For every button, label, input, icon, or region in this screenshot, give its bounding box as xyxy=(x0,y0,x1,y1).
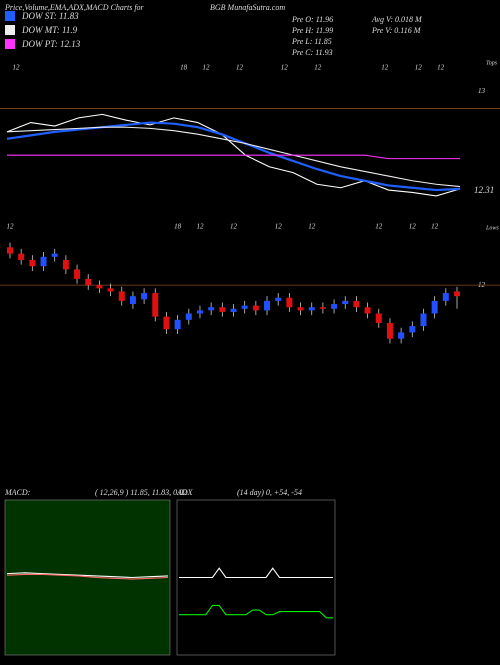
panel-subtitle: ( 12,26,9 ) 11.85, 11.83, 0.02 xyxy=(95,488,187,497)
candle-body xyxy=(252,305,259,311)
candle-body xyxy=(297,307,304,311)
candle-body xyxy=(241,305,248,309)
x-tick-label: 12 xyxy=(196,223,204,231)
candle-body xyxy=(442,293,449,301)
info-text: Pre H: 11.99 xyxy=(291,26,333,35)
candle-body xyxy=(420,313,427,327)
candle-body xyxy=(431,300,438,314)
legend-swatch xyxy=(5,25,15,35)
candle-body xyxy=(409,326,416,333)
candle-body xyxy=(163,316,170,330)
candle-body xyxy=(107,288,114,292)
x-tick-label: 12 xyxy=(236,64,244,72)
candle-body xyxy=(118,291,125,301)
x-tick-label: 12 xyxy=(431,223,439,231)
series-line xyxy=(6,572,169,579)
candle-body xyxy=(40,256,47,267)
legend-label: DOW ST: 11.83 xyxy=(21,11,79,21)
candle-body xyxy=(85,278,92,286)
panel-subtitle: (14 day) 0, +54, -54 xyxy=(237,488,302,497)
x-tick-label: 12 xyxy=(275,223,283,231)
tops-label: Tops xyxy=(486,60,498,66)
candle-body xyxy=(152,293,159,317)
x-tick-label: 12 xyxy=(415,64,423,72)
x-tick-label: 12 xyxy=(375,223,383,231)
x-tick-label: 12 xyxy=(308,223,316,231)
series-line xyxy=(6,113,461,197)
info-text: Pre O: 11.96 xyxy=(291,15,333,24)
candle-body xyxy=(364,307,371,314)
x-tick-label: 12 xyxy=(409,223,417,231)
candle-body xyxy=(18,253,25,260)
x-tick-label: 12 xyxy=(13,64,21,72)
series-line xyxy=(7,154,460,160)
candle-body xyxy=(7,247,13,254)
x-tick-label: 12 xyxy=(381,64,389,72)
panel-title: ADX xyxy=(176,488,194,497)
candle-body xyxy=(331,304,338,309)
candle-body xyxy=(353,300,360,308)
candle-body xyxy=(51,253,58,257)
candle-body xyxy=(96,285,103,289)
candle-body xyxy=(230,308,237,312)
candle-body xyxy=(264,300,271,311)
candle-body xyxy=(286,297,293,308)
legend-label: DOW PT: 12.13 xyxy=(21,39,81,49)
series-line xyxy=(6,573,169,580)
series-line xyxy=(179,567,333,579)
info-text: Avg V: 0.018 M xyxy=(371,15,423,24)
candle-body xyxy=(342,300,349,305)
legend-label: DOW MT: 11.9 xyxy=(21,25,78,35)
series-line xyxy=(179,604,333,619)
x-tick-label: 12 xyxy=(281,64,289,72)
candle-body xyxy=(398,332,405,339)
candle-body xyxy=(29,259,36,267)
candle-body xyxy=(174,319,181,330)
candle-body xyxy=(196,310,203,314)
y-tick-label: 13 xyxy=(478,87,486,95)
info-text: Pre C: 11.93 xyxy=(291,48,333,57)
legend-swatch xyxy=(5,39,15,49)
candle-body xyxy=(319,307,326,309)
legend-swatch xyxy=(5,11,15,21)
page-title: Price,Volume,EMA,ADX,MACD Charts for xyxy=(4,3,145,12)
series-line xyxy=(6,121,461,192)
candle-body xyxy=(386,322,393,339)
info-text: Pre V: 0.116 M xyxy=(371,26,422,35)
last-price-label: 12.31 xyxy=(474,185,494,195)
candle-body xyxy=(375,313,382,323)
panel-background xyxy=(4,499,171,656)
candle-body xyxy=(141,293,148,300)
candle-body xyxy=(129,296,136,305)
candle-body xyxy=(208,307,215,311)
candle-body xyxy=(74,269,81,279)
candle-body xyxy=(62,259,69,270)
site-name: BGB MunafaSutra.com xyxy=(210,3,285,12)
lows-label: Lows xyxy=(485,225,499,231)
x-tick-label: 12 xyxy=(314,64,322,72)
candle-body xyxy=(219,307,226,312)
panel-title: MACD: xyxy=(4,488,31,497)
x-tick-label: 12 xyxy=(7,223,15,231)
candle-body xyxy=(275,297,282,301)
series-line xyxy=(6,126,461,188)
x-tick-label: 18 xyxy=(180,64,188,72)
x-tick-label: 12 xyxy=(230,223,238,231)
info-text: Pre L: 11.85 xyxy=(291,37,332,46)
x-tick-label: 12 xyxy=(202,64,210,72)
x-tick-label: 12 xyxy=(437,64,445,72)
candle-body xyxy=(308,307,315,311)
candle-body xyxy=(454,291,460,297)
x-tick-label: 18 xyxy=(174,223,182,231)
candle-body xyxy=(185,313,192,320)
